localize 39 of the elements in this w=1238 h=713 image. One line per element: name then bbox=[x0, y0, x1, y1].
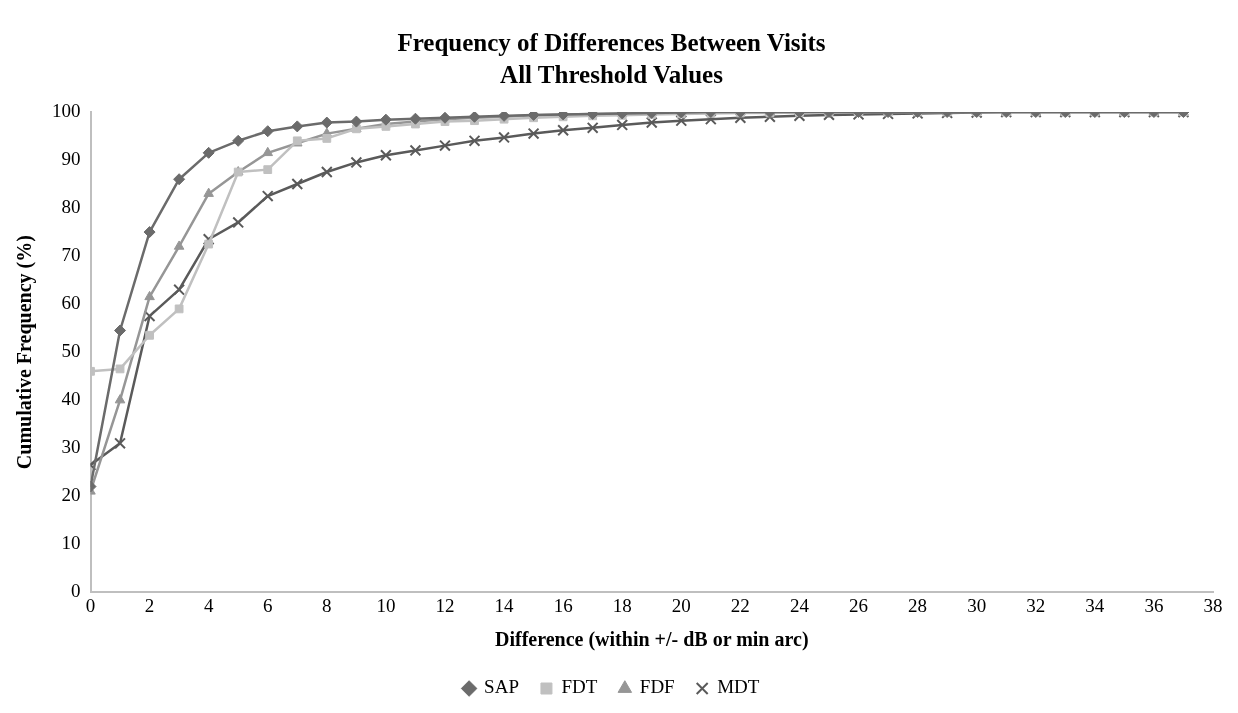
y-axis-title: Cumulative Frequency (%) bbox=[13, 235, 37, 470]
x-tick-label: 4 bbox=[203, 594, 214, 616]
legend-label: SAP bbox=[484, 676, 519, 698]
x-tick-label: 12 bbox=[435, 594, 455, 616]
x-tick-label: 14 bbox=[494, 594, 515, 616]
y-tick-label: 60 bbox=[61, 292, 81, 314]
x-tick-label: 38 bbox=[1203, 594, 1223, 616]
chart-title: Frequency of Differences Between Visits bbox=[397, 29, 826, 57]
x-tick-label: 30 bbox=[967, 594, 987, 616]
x-tick-label: 36 bbox=[1144, 594, 1164, 616]
x-tick-label: 16 bbox=[553, 594, 573, 616]
y-tick-label: 80 bbox=[61, 196, 81, 218]
y-tick-label: 30 bbox=[61, 436, 81, 458]
x-tick-label: 10 bbox=[376, 594, 396, 616]
legend-label: FDT bbox=[561, 676, 598, 698]
y-tick-label: 90 bbox=[61, 148, 81, 169]
x-tick-label: 8 bbox=[322, 594, 332, 616]
y-tick-label: 10 bbox=[61, 532, 81, 554]
chart-subtitle: All Threshold Values bbox=[500, 61, 724, 89]
x-tick-label: 34 bbox=[1085, 594, 1105, 616]
x-tick-label: 2 bbox=[144, 594, 155, 616]
x-tick-label: 20 bbox=[671, 594, 691, 616]
x-tick-label: 18 bbox=[612, 594, 632, 616]
y-tick-label: 100 bbox=[52, 99, 81, 121]
legend-label: MDT bbox=[717, 676, 760, 698]
x-tick-label: 22 bbox=[730, 594, 750, 616]
x-tick-label: 32 bbox=[1026, 594, 1046, 616]
x-tick-label: 0 bbox=[85, 594, 96, 616]
y-tick-label: 50 bbox=[61, 340, 81, 362]
y-tick-label: 20 bbox=[61, 484, 81, 506]
x-tick-label: 6 bbox=[262, 594, 273, 616]
x-tick-label: 24 bbox=[789, 594, 810, 616]
legend-label: FDF bbox=[639, 676, 675, 698]
x-axis-title: Difference (within +/- dB or min arc) bbox=[494, 628, 809, 652]
y-tick-label: 70 bbox=[61, 244, 81, 266]
x-tick-label: 26 bbox=[849, 594, 869, 616]
x-tick-label: 28 bbox=[908, 594, 928, 616]
y-tick-label: 0 bbox=[71, 580, 81, 602]
y-tick-label: 40 bbox=[61, 388, 81, 410]
